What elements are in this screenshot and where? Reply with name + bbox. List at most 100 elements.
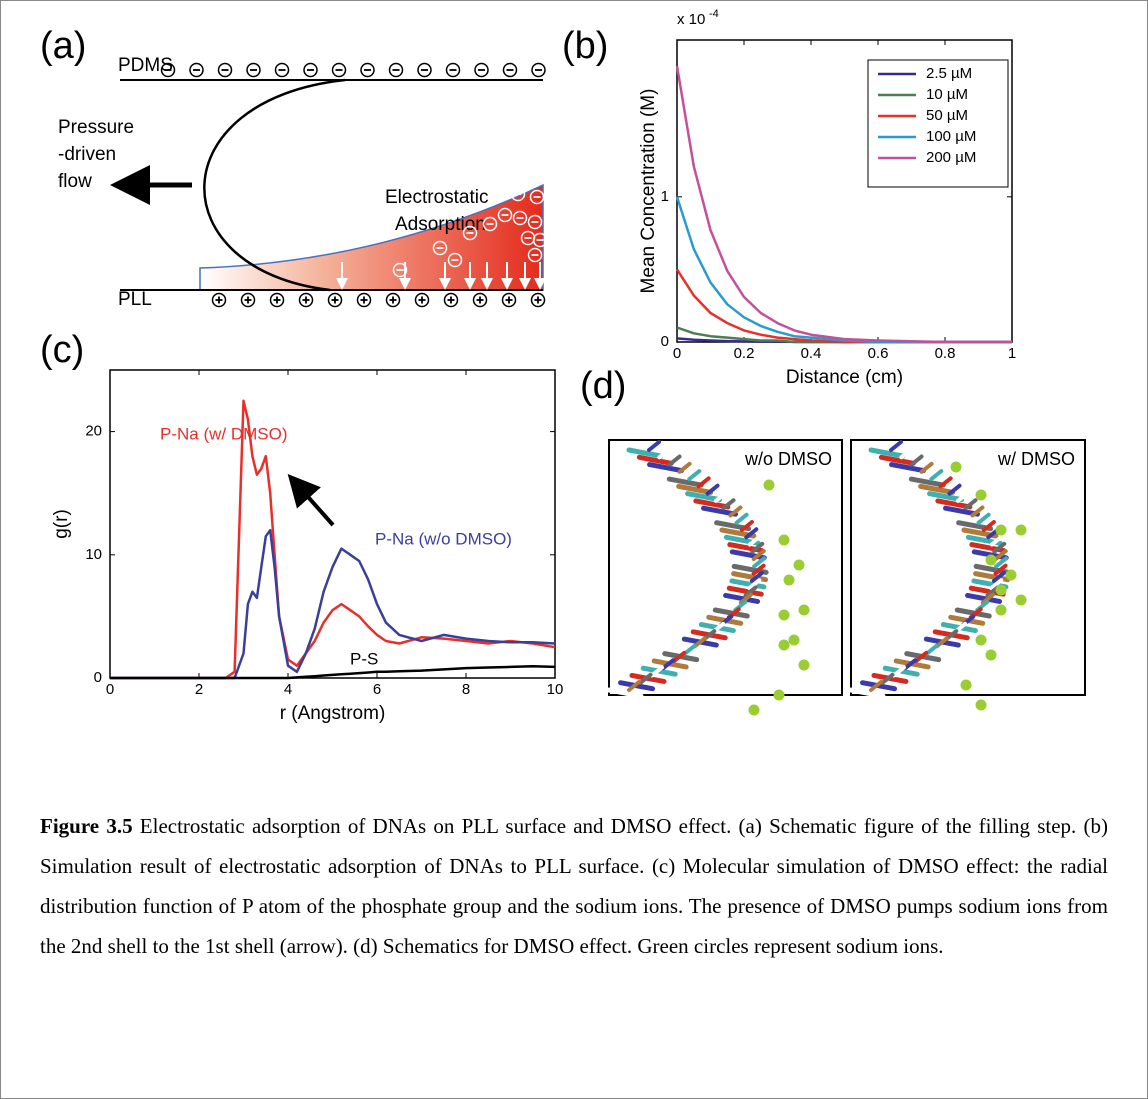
data-line <box>675 196 1012 344</box>
x-tick-label: 2 <box>195 681 203 698</box>
x-tick-label: 0.2 <box>734 345 755 362</box>
molecule-bond <box>918 483 956 495</box>
molecule-bond <box>666 476 704 488</box>
charge-symbol <box>482 216 498 232</box>
molecule-bond <box>687 469 702 482</box>
x-tick-label: 0.6 <box>868 345 889 362</box>
molecule-label: w/ DMSO <box>997 449 1075 469</box>
y-tick-label: 0 <box>661 333 669 350</box>
x-tick-label: 0 <box>106 681 114 698</box>
charge-symbol <box>531 62 546 78</box>
molecule-bond <box>751 549 766 562</box>
panel-label: (b) <box>562 25 608 67</box>
molecule-bond <box>927 491 965 503</box>
molecule-bond <box>938 476 953 489</box>
x-tick-label: 4 <box>284 681 292 698</box>
caption-text: Electrostatic adsorption of DNAs on PLL … <box>40 814 1109 958</box>
molecule-bond <box>868 447 906 459</box>
flow-label: Pressure <box>58 117 134 138</box>
molecule-bond <box>960 600 998 612</box>
charge-symbol <box>246 62 261 78</box>
molecule-bond <box>677 461 692 474</box>
flow-profile <box>203 78 346 292</box>
molecule-bond <box>878 454 916 466</box>
molecule-bond <box>667 454 682 467</box>
molecule-bond <box>750 541 765 554</box>
charge-symbol <box>447 252 463 268</box>
panel-label: (d) <box>580 365 626 407</box>
charge-symbol <box>274 62 290 78</box>
molecule-bond <box>955 490 970 503</box>
x-tick-label: 10 <box>547 681 564 698</box>
charge-symbol <box>527 247 543 263</box>
molecule-bond <box>649 665 664 678</box>
molecule-bond <box>747 578 762 591</box>
axis-multiplier: x 10 <box>677 11 705 28</box>
x-tick-label: 6 <box>373 681 381 698</box>
charge-symbol <box>532 232 548 248</box>
charge-symbol <box>388 62 404 78</box>
charge-symbol <box>445 62 461 78</box>
molecule-bond <box>696 476 711 489</box>
charge-symbol <box>472 292 488 308</box>
legend-label: 100 µM <box>926 128 976 145</box>
molecule-bond <box>914 650 929 663</box>
charge-symbol <box>385 292 401 308</box>
molecule-bond <box>909 454 924 467</box>
sodium-ion <box>748 704 760 716</box>
data-line <box>675 65 1012 344</box>
series-label: P-S <box>350 649 378 668</box>
molecule-bond <box>752 556 767 569</box>
x-axis-label: Distance (cm) <box>786 367 903 388</box>
sodium-ion <box>793 559 805 571</box>
charge-symbol <box>529 189 545 205</box>
x-tick-label: 1 <box>1008 345 1016 362</box>
charge-symbol <box>211 292 227 308</box>
molecule-bond <box>965 592 1003 604</box>
molecule-label: w/o DMSO <box>744 449 832 469</box>
charge-symbol <box>356 292 372 308</box>
data-line <box>110 665 556 680</box>
adsorption-region <box>199 183 544 291</box>
y-tick-label: 20 <box>85 423 102 440</box>
y-axis-label: g(r) <box>51 509 72 539</box>
axis-multiplier-exp: -4 <box>709 8 719 20</box>
molecule-bond <box>676 483 714 495</box>
molecule-bond <box>891 665 906 678</box>
adsorption-label: Adsorption <box>395 214 486 235</box>
molecule-bond <box>947 483 962 496</box>
molecule-bond <box>970 505 985 518</box>
molecule-frame <box>608 439 843 696</box>
molecule-bond <box>751 563 766 576</box>
charge-symbol <box>217 62 233 78</box>
charge-symbol <box>414 292 430 308</box>
molecule-bond <box>889 462 927 474</box>
flow-label: -driven <box>58 144 116 165</box>
legend-label: 200 µM <box>926 149 976 166</box>
sodium-ion <box>995 584 1007 596</box>
sodium-ion <box>788 634 800 646</box>
charge-symbol <box>269 292 285 308</box>
x-tick-label: 0 <box>673 345 681 362</box>
molecule-bond <box>747 534 762 547</box>
molecule-bond <box>718 600 756 612</box>
legend-label: 10 µM <box>926 86 968 103</box>
molecule-bond <box>734 512 749 525</box>
caption-label: Figure 3.5 <box>40 814 133 838</box>
x-axis-label: r (Angstrom) <box>280 703 386 724</box>
charge-symbol <box>497 207 513 223</box>
molecule-bond <box>657 447 672 460</box>
molecule-bond <box>682 643 697 656</box>
y-axis-label: Mean Concentration (M) <box>638 89 659 294</box>
sodium-ion <box>1015 594 1027 606</box>
x-tick-label: 0.4 <box>801 345 822 362</box>
sodium-ion <box>773 689 785 701</box>
sodium-ion <box>975 699 987 711</box>
molecule-bond <box>992 541 1007 554</box>
molecule-bond <box>903 658 918 671</box>
molecule-bond <box>981 520 996 532</box>
molecule-bond <box>935 498 973 510</box>
molecule-frame <box>850 439 1086 696</box>
charge-symbol <box>502 62 518 78</box>
sodium-ion <box>975 634 987 646</box>
